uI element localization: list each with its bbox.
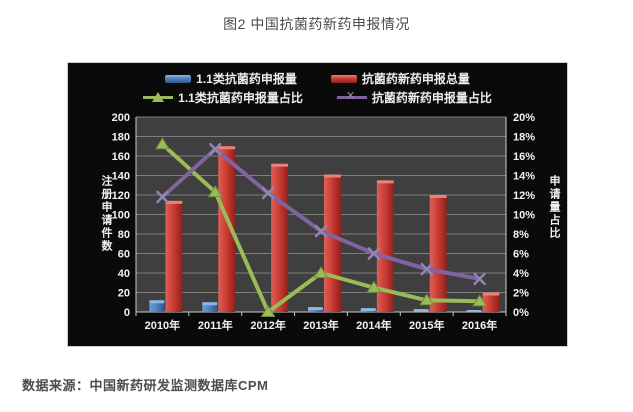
svg-text:8%: 8% xyxy=(513,229,529,241)
x-marker-icon xyxy=(367,247,381,260)
legend-item: 抗菌药新药申报总量 xyxy=(330,70,470,87)
bar-red xyxy=(482,292,500,312)
triangle-marker-icon xyxy=(472,294,487,307)
svg-text:2015年: 2015年 xyxy=(409,318,444,332)
svg-text:2016年: 2016年 xyxy=(462,318,497,332)
legend-item: ✕ 抗菌药新药申报量占比 xyxy=(336,89,492,106)
x-marker-icon xyxy=(314,224,328,238)
legend-label: 1.1类抗菌药申报量 xyxy=(196,72,297,86)
svg-text:12%: 12% xyxy=(513,190,535,202)
bar-red xyxy=(271,163,289,312)
svg-text:180: 180 xyxy=(112,132,130,144)
bar-blue xyxy=(202,302,218,312)
x-marker-icon xyxy=(156,190,169,204)
svg-text:2013年: 2013年 xyxy=(303,318,338,332)
svg-text:40: 40 xyxy=(118,268,130,280)
x-marker-icon xyxy=(473,272,486,286)
svg-text:2014年: 2014年 xyxy=(356,318,391,332)
triangle-marker-icon xyxy=(366,280,382,293)
x-marker-icon xyxy=(261,186,275,200)
bar-red xyxy=(218,146,236,312)
left-axis-title: 注册申请件数 xyxy=(100,175,112,253)
svg-text:18%: 18% xyxy=(513,132,535,144)
legend-label: 抗菌药新药申报量占比 xyxy=(371,91,492,105)
x-marker-icon xyxy=(209,142,222,156)
bar-red xyxy=(324,174,341,312)
svg-text:6%: 6% xyxy=(513,249,529,261)
legend-row: 1.1类抗菌药申报量 抗菌药新药申报总量 xyxy=(165,70,470,87)
legend-label: 抗菌药新药申报总量 xyxy=(361,72,470,86)
axis-labels: 0 20 40 60 80 100 120 140 160 180 200 0% 2% 4% 6% 8% 10%… xyxy=(112,112,536,332)
legend-triangle-line-icon xyxy=(143,91,174,104)
chart-title: 图2 中国抗菌药新药申报情况 xyxy=(223,16,410,32)
svg-text:2012年: 2012年 xyxy=(250,318,285,332)
svg-text:140: 140 xyxy=(112,171,130,183)
line-series xyxy=(156,142,486,286)
svg-text:60: 60 xyxy=(118,249,130,261)
svg-text:2011年: 2011年 xyxy=(198,318,233,332)
legend-bar-swatch-icon xyxy=(330,74,357,83)
chart-panel: 1.1类抗菌药申报量 抗菌药新药申报总量 1.1类抗菌药申报量占比 ✕ 抗菌药新药申报量… xyxy=(67,62,568,347)
svg-text:14%: 14% xyxy=(513,171,535,183)
triangle-marker-icon xyxy=(207,185,223,198)
svg-text:200: 200 xyxy=(112,112,130,124)
legend-bar-swatch-icon xyxy=(165,74,192,83)
svg-text:0: 0 xyxy=(124,307,130,319)
chart-canvas: 0 20 40 60 80 100 120 140 160 180 200 0% 2% 4% 6% 8% 10%… xyxy=(112,112,536,332)
legend-x-line-icon: ✕ xyxy=(336,90,367,104)
legend-label: 1.1类抗菌药申报量占比 xyxy=(178,91,303,105)
svg-text:16%: 16% xyxy=(513,151,535,163)
svg-text:100: 100 xyxy=(112,210,130,222)
triangle-marker-icon xyxy=(155,137,170,150)
bar-red xyxy=(376,180,394,312)
svg-text:4%: 4% xyxy=(513,268,529,280)
svg-text:80: 80 xyxy=(118,229,130,241)
legend-row: 1.1类抗菌药申报量占比 ✕ 抗菌药新药申报量占比 xyxy=(143,89,492,106)
triangle-marker-icon xyxy=(260,305,276,317)
svg-text:2%: 2% xyxy=(513,288,529,300)
svg-text:10%: 10% xyxy=(513,210,535,222)
right-axis-title: 申请量占比 xyxy=(548,175,560,240)
bar-red xyxy=(429,195,447,312)
x-marker-icon xyxy=(420,262,433,276)
svg-text:20: 20 xyxy=(118,288,130,300)
bar-blue xyxy=(149,300,165,312)
svg-text:2010年: 2010年 xyxy=(145,318,180,332)
triangle-marker-icon xyxy=(313,266,329,278)
line-series xyxy=(155,137,487,317)
source-note: 数据来源：中国新药研发监测数据库CPM xyxy=(22,378,269,393)
bar-red xyxy=(165,200,183,312)
triangle-marker-icon xyxy=(419,293,435,306)
svg-text:120: 120 xyxy=(112,190,130,202)
svg-text:160: 160 xyxy=(112,151,130,163)
legend: 1.1类抗菌药申报量 抗菌药新药申报总量 1.1类抗菌药申报量占比 ✕ 抗菌药新药申报量… xyxy=(68,70,567,106)
svg-text:0%: 0% xyxy=(513,307,529,319)
legend-item: 1.1类抗菌药申报量 xyxy=(165,70,297,87)
legend-item: 1.1类抗菌药申报量占比 xyxy=(143,89,303,106)
bars-group xyxy=(149,146,500,312)
svg-text:20%: 20% xyxy=(513,112,535,124)
